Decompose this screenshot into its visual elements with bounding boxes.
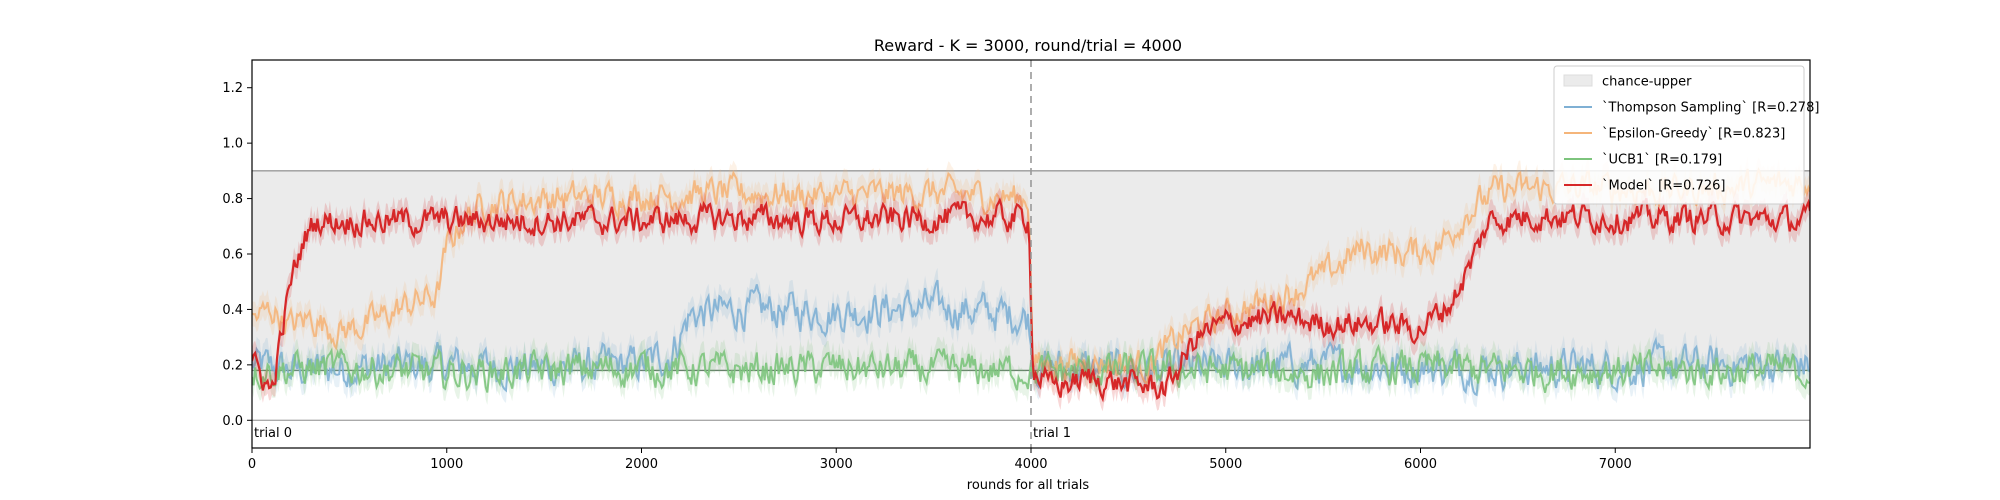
x-tick-label: 2000 xyxy=(625,457,658,472)
x-tick-label: 7000 xyxy=(1599,457,1632,472)
legend-entry: `Epsilon-Greedy` [R=0.823] xyxy=(1602,127,1785,142)
trial-label-0: trial 0 xyxy=(254,426,292,441)
y-tick-label: 0.8 xyxy=(222,192,243,207)
y-tick-label: 0.6 xyxy=(222,248,243,263)
x-tick-label: 3000 xyxy=(820,457,853,472)
y-tick-label: 0.0 xyxy=(222,414,243,429)
y-tick-label: 0.4 xyxy=(222,303,243,318)
trial-label-1: trial 1 xyxy=(1033,426,1071,441)
x-tick-label: 0 xyxy=(248,457,256,472)
x-axis-label: rounds for all trials xyxy=(967,478,1090,493)
legend-entry: `Model` [R=0.726] xyxy=(1602,179,1725,194)
y-tick-label: 0.2 xyxy=(222,358,243,373)
y-tick-label: 1.2 xyxy=(222,81,243,96)
x-tick-label: 4000 xyxy=(1014,457,1047,472)
legend: chance-upper `Thompson Sampling` [R=0.278… xyxy=(1553,65,1819,205)
series-line-3 xyxy=(252,197,1810,403)
y-tick-label: 1.0 xyxy=(222,137,243,152)
legend-swatch xyxy=(1563,74,1593,87)
legend-entry: chance-upper xyxy=(1602,75,1692,90)
chart-title: Reward - K = 3000, round/trial = 4000 xyxy=(874,36,1182,55)
series-line-0 xyxy=(252,279,1810,397)
x-tick-label: 5000 xyxy=(1209,457,1242,472)
legend-entry: `UCB1` [R=0.179] xyxy=(1602,153,1722,168)
axes: 0 1000 2000 3000 4000 5000 6000 7000 0.0 0.2 0.4 0.… xyxy=(222,59,1811,472)
x-tick-label: 1000 xyxy=(430,457,463,472)
legend-entry: `Thompson Sampling` [R=0.278] xyxy=(1602,101,1819,116)
legend-box xyxy=(1553,65,1805,205)
x-tick-label: 6000 xyxy=(1404,457,1437,472)
plot-area: trial 0 trial 1 xyxy=(252,60,1810,448)
